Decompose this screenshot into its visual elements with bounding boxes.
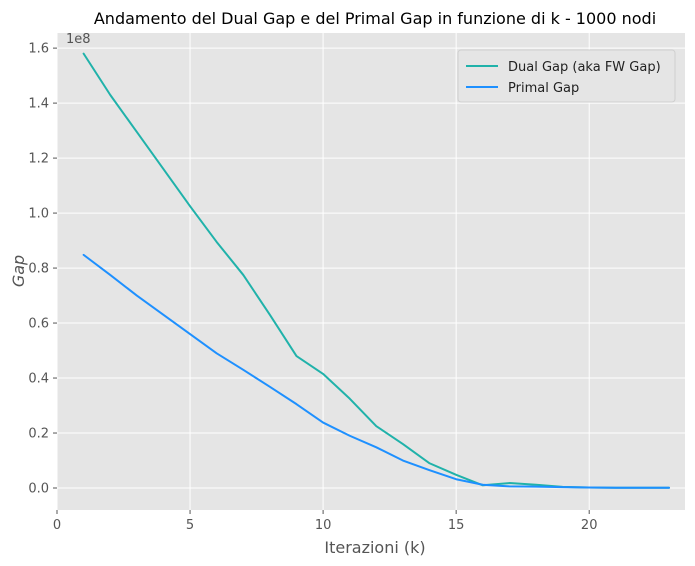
grid (56, 33, 685, 510)
series-line-primal-gap (82, 253, 671, 489)
y-tick-label: 0.6 (28, 317, 49, 332)
y-tick-label: 0.2 (28, 427, 49, 442)
x-tick-label: 5 (186, 518, 194, 533)
legend-box (457, 49, 676, 103)
legend: Dual Gap (aka FW Gap) Primal Gap (457, 49, 676, 103)
legend-label-dual-gap: Dual Gap (aka FW Gap) (508, 60, 661, 75)
series-lines (82, 52, 671, 489)
y-tick-label: 0.8 (28, 262, 49, 277)
plot-background (57, 33, 685, 510)
y-tick-label: 1.0 (28, 207, 49, 222)
x-tick-label: 15 (448, 518, 465, 533)
x-tick-label: 20 (581, 518, 598, 533)
chart-title: Andamento del Dual Gap e del Primal Gap … (94, 9, 656, 28)
legend-label-primal-gap: Primal Gap (508, 81, 579, 96)
y-tick-label: 1.6 (28, 42, 49, 57)
x-axis-title: Iterazioni (k) (324, 538, 425, 557)
y-axis-title: Gap (9, 255, 28, 287)
tick-labels: 0 5 10 15 20 0.0 0.2 0.4 0.6 0.8 1.0 1.2 1.4 1.6 (28, 42, 597, 533)
y-tick-label: 1.4 (28, 97, 49, 112)
x-tick-label: 0 (53, 518, 61, 533)
x-tick-label: 10 (315, 518, 332, 533)
y-offset-label: 1e8 (66, 32, 91, 47)
y-tick-label: 1.2 (28, 152, 49, 167)
y-tick-label: 0.4 (28, 372, 49, 387)
y-tick-label: 0.0 (28, 482, 49, 497)
